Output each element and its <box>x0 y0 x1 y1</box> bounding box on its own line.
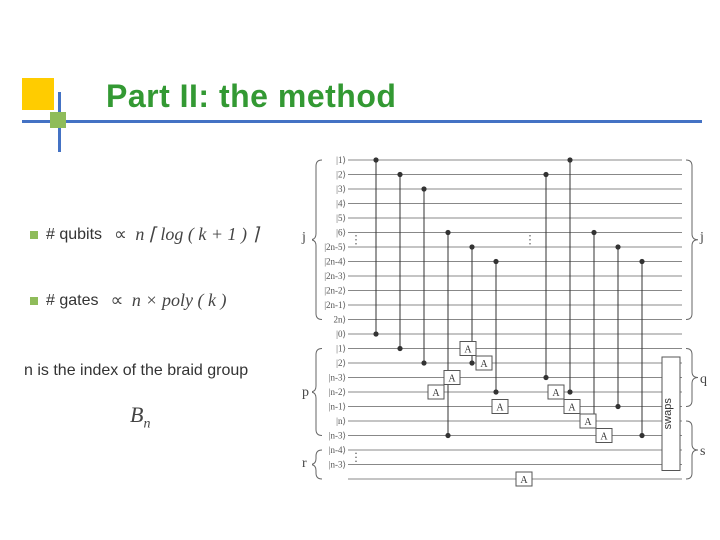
prop-symbol: ∝ <box>110 290 123 310</box>
slide-accent <box>22 78 70 126</box>
bn-symbol: Bn <box>130 402 150 432</box>
qubits-label: # qubits <box>46 226 102 244</box>
svg-text:A: A <box>448 374 456 385</box>
svg-text:A: A <box>552 388 560 399</box>
svg-text:|n-2⟩: |n-2⟩ <box>329 387 346 397</box>
svg-text:|n⟩: |n⟩ <box>336 416 346 426</box>
bn-sub: n <box>143 416 150 431</box>
svg-text:|2n-4⟩: |2n-4⟩ <box>324 257 346 267</box>
svg-text:A: A <box>600 432 608 443</box>
svg-text:|1⟩: |1⟩ <box>336 155 346 165</box>
svg-text:A: A <box>480 359 488 370</box>
svg-text:|2n-5⟩: |2n-5⟩ <box>324 242 346 252</box>
caption: n is the index of the braid group <box>24 362 248 380</box>
svg-text:|6⟩: |6⟩ <box>336 228 346 238</box>
svg-text:A: A <box>496 403 504 414</box>
svg-text:|2⟩: |2⟩ <box>336 170 346 180</box>
label-j-right: j <box>700 230 704 246</box>
label-j-left: j <box>302 230 306 246</box>
svg-text:A: A <box>568 403 576 414</box>
slide-title: Part II: the method <box>106 78 396 115</box>
gates-formula-body: n × poly ( k ) <box>132 290 227 310</box>
svg-text:|4⟩: |4⟩ <box>336 199 346 209</box>
accent-yellow-box <box>22 78 54 110</box>
svg-text:A: A <box>464 345 472 356</box>
svg-text:|n-3⟩: |n-3⟩ <box>329 373 346 383</box>
svg-text:|n-1⟩: |n-1⟩ <box>329 402 346 412</box>
svg-text:2n⟩: 2n⟩ <box>333 315 346 325</box>
label-s: s <box>700 444 705 460</box>
quantum-circuit: |1⟩ |2⟩ |3⟩ |4⟩ |5⟩ |6⟩ |2n-5⟩ |2n-4⟩ |2n-3⟩ |2n-… <box>312 150 710 500</box>
label-r: r <box>302 456 307 472</box>
prop-symbol: ∝ <box>114 224 127 244</box>
label-p: p <box>302 385 309 401</box>
svg-text:|5⟩: |5⟩ <box>336 213 346 223</box>
qubits-formula-body: n ⌈ log ( k + 1 ) ⌉ <box>135 224 258 244</box>
bullet-icon <box>30 297 38 305</box>
circuit-svg: |1⟩ |2⟩ |3⟩ |4⟩ |5⟩ |6⟩ |2n-5⟩ |2n-4⟩ |2n-3⟩ |2n-… <box>312 150 710 500</box>
gates-formula: ∝ n × poly ( k ) <box>106 290 226 311</box>
svg-text:|2⟩: |2⟩ <box>336 358 346 368</box>
svg-text:|2n-1⟩: |2n-1⟩ <box>324 300 346 310</box>
svg-text:|2n-2⟩: |2n-2⟩ <box>324 286 346 296</box>
svg-text:swaps: swaps <box>662 398 674 430</box>
svg-text:A: A <box>432 388 440 399</box>
svg-text:|3⟩: |3⟩ <box>336 184 346 194</box>
svg-text:|n-3⟩: |n-3⟩ <box>329 431 346 441</box>
label-q: q <box>700 372 707 388</box>
gates-label: # gates <box>46 292 98 310</box>
row-qubits: # qubits ∝ n ⌈ log ( k + 1 ) ⌉ <box>30 224 259 245</box>
svg-text:|2n-3⟩: |2n-3⟩ <box>324 271 346 281</box>
svg-text:A: A <box>584 417 592 428</box>
svg-text:A: A <box>520 475 528 486</box>
svg-text:|n-3⟩: |n-3⟩ <box>329 460 346 470</box>
bullet-icon <box>30 231 38 239</box>
svg-text:|n-4⟩: |n-4⟩ <box>329 445 346 455</box>
row-gates: # gates ∝ n × poly ( k ) <box>30 290 226 311</box>
svg-text:|1⟩: |1⟩ <box>336 344 346 354</box>
accent-hline <box>22 120 702 123</box>
svg-text:|0⟩: |0⟩ <box>336 329 346 339</box>
bn-base: B <box>130 402 143 427</box>
accent-green-box <box>50 112 66 128</box>
qubits-formula: ∝ n ⌈ log ( k + 1 ) ⌉ <box>110 224 259 245</box>
